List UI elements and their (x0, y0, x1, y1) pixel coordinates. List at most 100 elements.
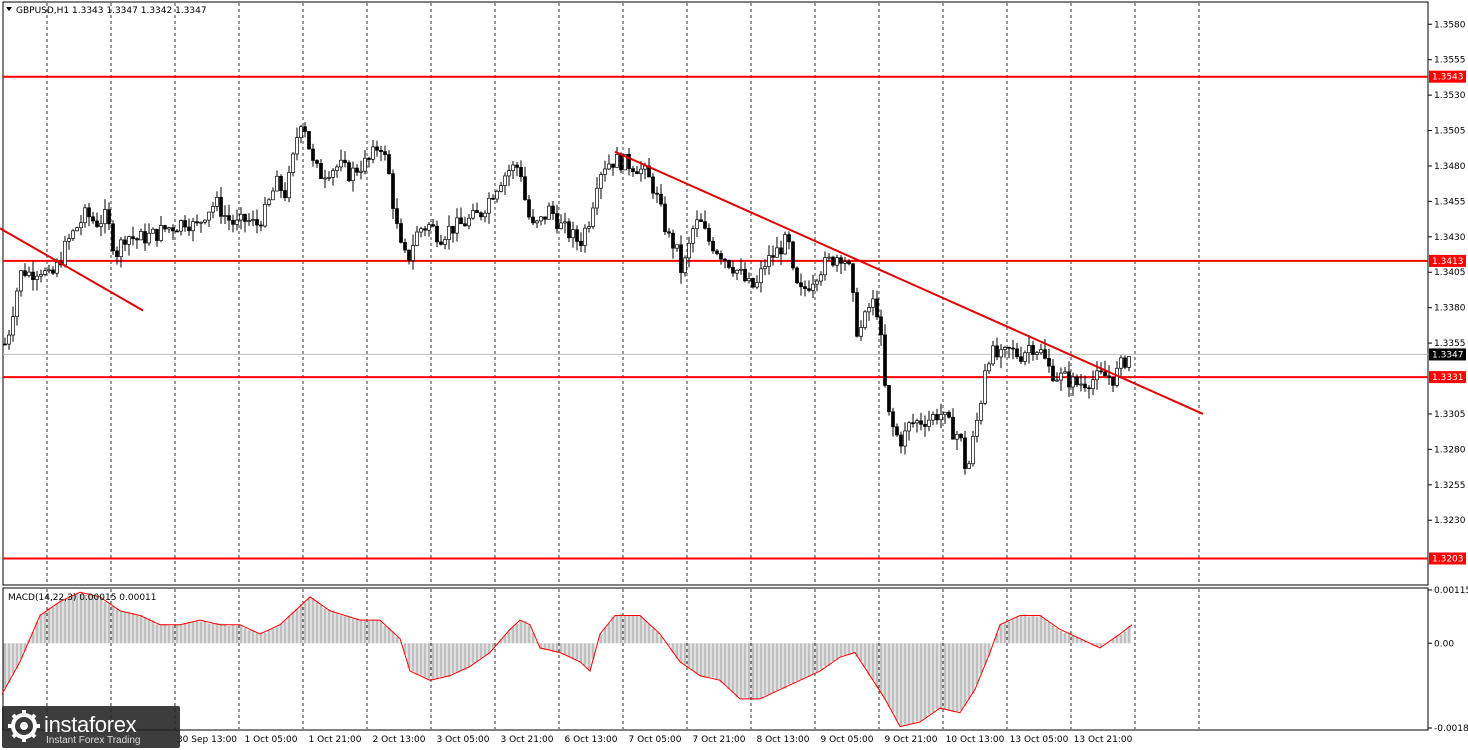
candle-body (703, 221, 707, 229)
macd-histogram-bar (107, 604, 111, 644)
candle-body (1011, 347, 1015, 350)
macd-histogram-bar (779, 643, 783, 689)
macd-histogram-bar (419, 643, 423, 675)
macd-histogram-bar (631, 615, 635, 644)
candle-body (547, 205, 551, 220)
time-tick-label: 13 Oct 21:00 (1074, 735, 1133, 745)
macd-histogram-bar (167, 625, 171, 644)
candle-body (787, 234, 791, 243)
macd-histogram-bar (923, 643, 927, 719)
candle-body (931, 414, 935, 421)
macd-histogram-bar (115, 608, 119, 644)
candle-body (895, 426, 899, 436)
macd-histogram-bar (347, 616, 351, 644)
macd-histogram-bar (135, 615, 139, 644)
candle-body (943, 411, 947, 415)
macd-histogram-bar (743, 643, 747, 698)
candle-body (303, 126, 307, 132)
main-panel[interactable] (2, 1, 1429, 586)
candle-body (863, 311, 867, 328)
candle-body (283, 190, 287, 199)
macd-histogram-bar (1043, 619, 1047, 644)
macd-histogram-bar (719, 643, 723, 683)
macd-histogram-bar (371, 619, 375, 644)
candle-body (271, 190, 275, 201)
candle-body (531, 216, 535, 224)
macd-histogram-bar (563, 643, 567, 655)
candle-body (815, 280, 819, 285)
candle-body (471, 210, 475, 219)
candle-body (823, 257, 827, 276)
macd-histogram-bar (715, 643, 719, 680)
candle-body (439, 241, 443, 245)
macd-histogram-bar (175, 624, 179, 644)
candle-body (675, 244, 679, 249)
macd-histogram-bar (575, 643, 579, 660)
macd-histogram-bar (31, 632, 35, 644)
macd-histogram-bar (939, 643, 943, 710)
macd-histogram-bar (155, 624, 159, 644)
macd-histogram-bar (1011, 619, 1015, 644)
macd-histogram-bar (959, 643, 963, 711)
macd-histogram-bar (891, 643, 895, 713)
macd-histogram-bar (931, 643, 935, 713)
macd-panel[interactable] (2, 587, 1429, 731)
macd-histogram-bar (1059, 631, 1063, 644)
candle-body (199, 221, 203, 224)
candle-body (915, 420, 919, 424)
macd-histogram-bar (467, 643, 471, 668)
candle-body (747, 278, 751, 282)
macd-histogram-bar (951, 643, 955, 713)
candle-body (991, 345, 995, 365)
macd-histogram-bar (935, 643, 939, 709)
candle-body (711, 240, 715, 252)
macd-histogram-bar (647, 623, 651, 644)
macd-histogram-bar (15, 643, 19, 669)
time-tick-label: 7 Oct 21:00 (693, 735, 746, 745)
candle-body (11, 316, 15, 336)
candle-body (723, 258, 727, 261)
macd-histogram-bar (799, 643, 803, 680)
candle-body (699, 219, 703, 222)
candle-body (563, 221, 567, 224)
candle-body (591, 207, 595, 227)
candle-body (799, 282, 803, 287)
macd-histogram-bar (223, 623, 227, 644)
candle-body (1039, 349, 1043, 354)
macd-histogram-bar (187, 621, 191, 644)
candle-body (567, 221, 571, 239)
macd-histogram-bar (151, 620, 155, 644)
macd-histogram-bar (351, 618, 355, 644)
candle-body (899, 434, 903, 447)
time-tick-label: 10 Oct 13:00 (946, 735, 1005, 745)
macd-histogram-bar (199, 621, 203, 644)
macd-histogram-bar (119, 610, 123, 644)
level-price-label: 1.3543 (1432, 73, 1464, 83)
macd-histogram-bar (479, 643, 483, 659)
macd-histogram-bar (1007, 621, 1011, 644)
macd-histogram-bar (123, 612, 127, 644)
last-price-tag (1429, 348, 1466, 361)
brand-name: instaforex (44, 712, 137, 737)
candle-body (367, 157, 371, 160)
candle-body (523, 176, 527, 201)
macd-histogram-bar (491, 643, 495, 650)
macd-histogram-bar (1019, 615, 1023, 644)
macd-histogram-bar (7, 643, 11, 683)
candle-body (919, 420, 923, 425)
candle-body (475, 210, 479, 214)
macd-title: MACD(14,22,3) 0.00015 0.00011 (8, 593, 157, 603)
candle-body (147, 232, 151, 244)
candle-body (79, 222, 83, 229)
macd-histogram-bar (739, 643, 743, 699)
level-price-label: 1.3413 (1432, 257, 1464, 267)
time-tick-label: 9 Oct 05:00 (821, 735, 874, 745)
horizontal-levels: 1.3543 1.3413 1.3331 1.3203 1.3347 (3, 70, 1466, 565)
macd-histogram-bar (1035, 616, 1039, 644)
candle-body (599, 174, 603, 189)
macd-histogram-bar (231, 624, 235, 644)
macd-histogram-bar (227, 625, 231, 644)
candle-body (743, 268, 747, 282)
macd-histogram-bar (83, 594, 87, 644)
